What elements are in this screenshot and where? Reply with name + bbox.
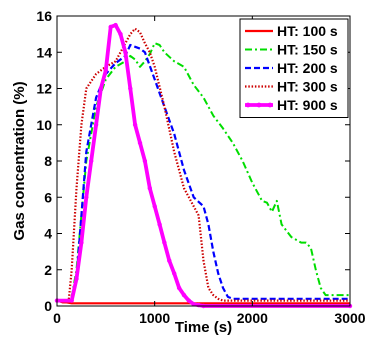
legend-label-0: HT: 100 s bbox=[277, 23, 338, 39]
y-tick-label-7: 14 bbox=[36, 44, 52, 60]
series-point-4-15 bbox=[137, 140, 143, 146]
ticks-layer: 0 1000 2000 3000 0 2 4 6 8 10 12 14 16 bbox=[36, 8, 365, 326]
legend-label-2: HT: 200 s bbox=[277, 60, 338, 76]
series-point-4-4 bbox=[84, 195, 89, 200]
series-line-3 bbox=[57, 27, 350, 302]
series-point-4-9 bbox=[108, 24, 113, 30]
series-point-4-14 bbox=[132, 122, 138, 128]
series-point-4-1 bbox=[69, 298, 74, 303]
series-line-1 bbox=[57, 42, 350, 302]
legend-marker-4-0 bbox=[245, 102, 251, 108]
series-point-4-22 bbox=[172, 271, 177, 276]
series-point-4-20 bbox=[162, 240, 167, 245]
series-point-4-16 bbox=[142, 158, 148, 164]
series-point-4-23 bbox=[176, 285, 182, 291]
y-tick-label-6: 12 bbox=[36, 81, 52, 97]
x-tick-label-3: 3000 bbox=[334, 310, 365, 326]
y-tick-label-5: 10 bbox=[36, 117, 52, 133]
x-tick-label-0: 0 bbox=[53, 310, 61, 326]
series-layer bbox=[54, 22, 353, 309]
series-point-4-5 bbox=[89, 158, 94, 164]
y-tick-label-4: 8 bbox=[44, 153, 52, 169]
legend-label-3: HT: 300 s bbox=[277, 79, 338, 95]
series-point-4-17 bbox=[147, 186, 152, 191]
legend-marker-4-2 bbox=[267, 102, 273, 108]
series-point-4-21 bbox=[167, 258, 172, 263]
x-axis-title: Time (s) bbox=[175, 319, 232, 336]
y-axis-title: Gas concentration (%) bbox=[11, 81, 28, 240]
legend-marker-4-1 bbox=[256, 102, 262, 108]
x-tick-label-1: 1000 bbox=[139, 310, 170, 326]
legend-label-1: HT: 150 s bbox=[277, 42, 338, 58]
series-point-4-11 bbox=[118, 31, 123, 37]
series-line-2 bbox=[57, 43, 350, 302]
series-point-4-2 bbox=[74, 276, 79, 281]
series-point-4-24 bbox=[181, 292, 187, 298]
series-point-4-10 bbox=[113, 22, 118, 28]
series-point-4-3 bbox=[79, 240, 84, 245]
y-tick-label-8: 16 bbox=[36, 8, 52, 24]
y-tick-label-2: 4 bbox=[44, 226, 52, 242]
x-tick-label-2: 2000 bbox=[237, 310, 268, 326]
series-point-4-18 bbox=[152, 204, 157, 209]
y-tick-label-0: 0 bbox=[44, 298, 52, 314]
series-point-4-27 bbox=[196, 302, 201, 308]
y-tick-label-3: 6 bbox=[44, 189, 52, 205]
series-point-4-19 bbox=[157, 222, 162, 227]
y-tick-label-1: 2 bbox=[44, 262, 52, 278]
series-point-4-8 bbox=[103, 68, 109, 73]
legend: HT: 100 s HT: 150 s HT: 200 s HT: 300 s HT: … bbox=[239, 18, 349, 118]
series-point-4-25 bbox=[186, 298, 191, 303]
legend-label-4: HT: 900 s bbox=[277, 97, 338, 113]
series-point-4-12 bbox=[123, 50, 128, 55]
series-point-4-6 bbox=[93, 122, 99, 128]
series-point-4-13 bbox=[128, 86, 133, 91]
series-point-4-7 bbox=[98, 86, 104, 91]
series-point-4-26 bbox=[191, 302, 196, 307]
